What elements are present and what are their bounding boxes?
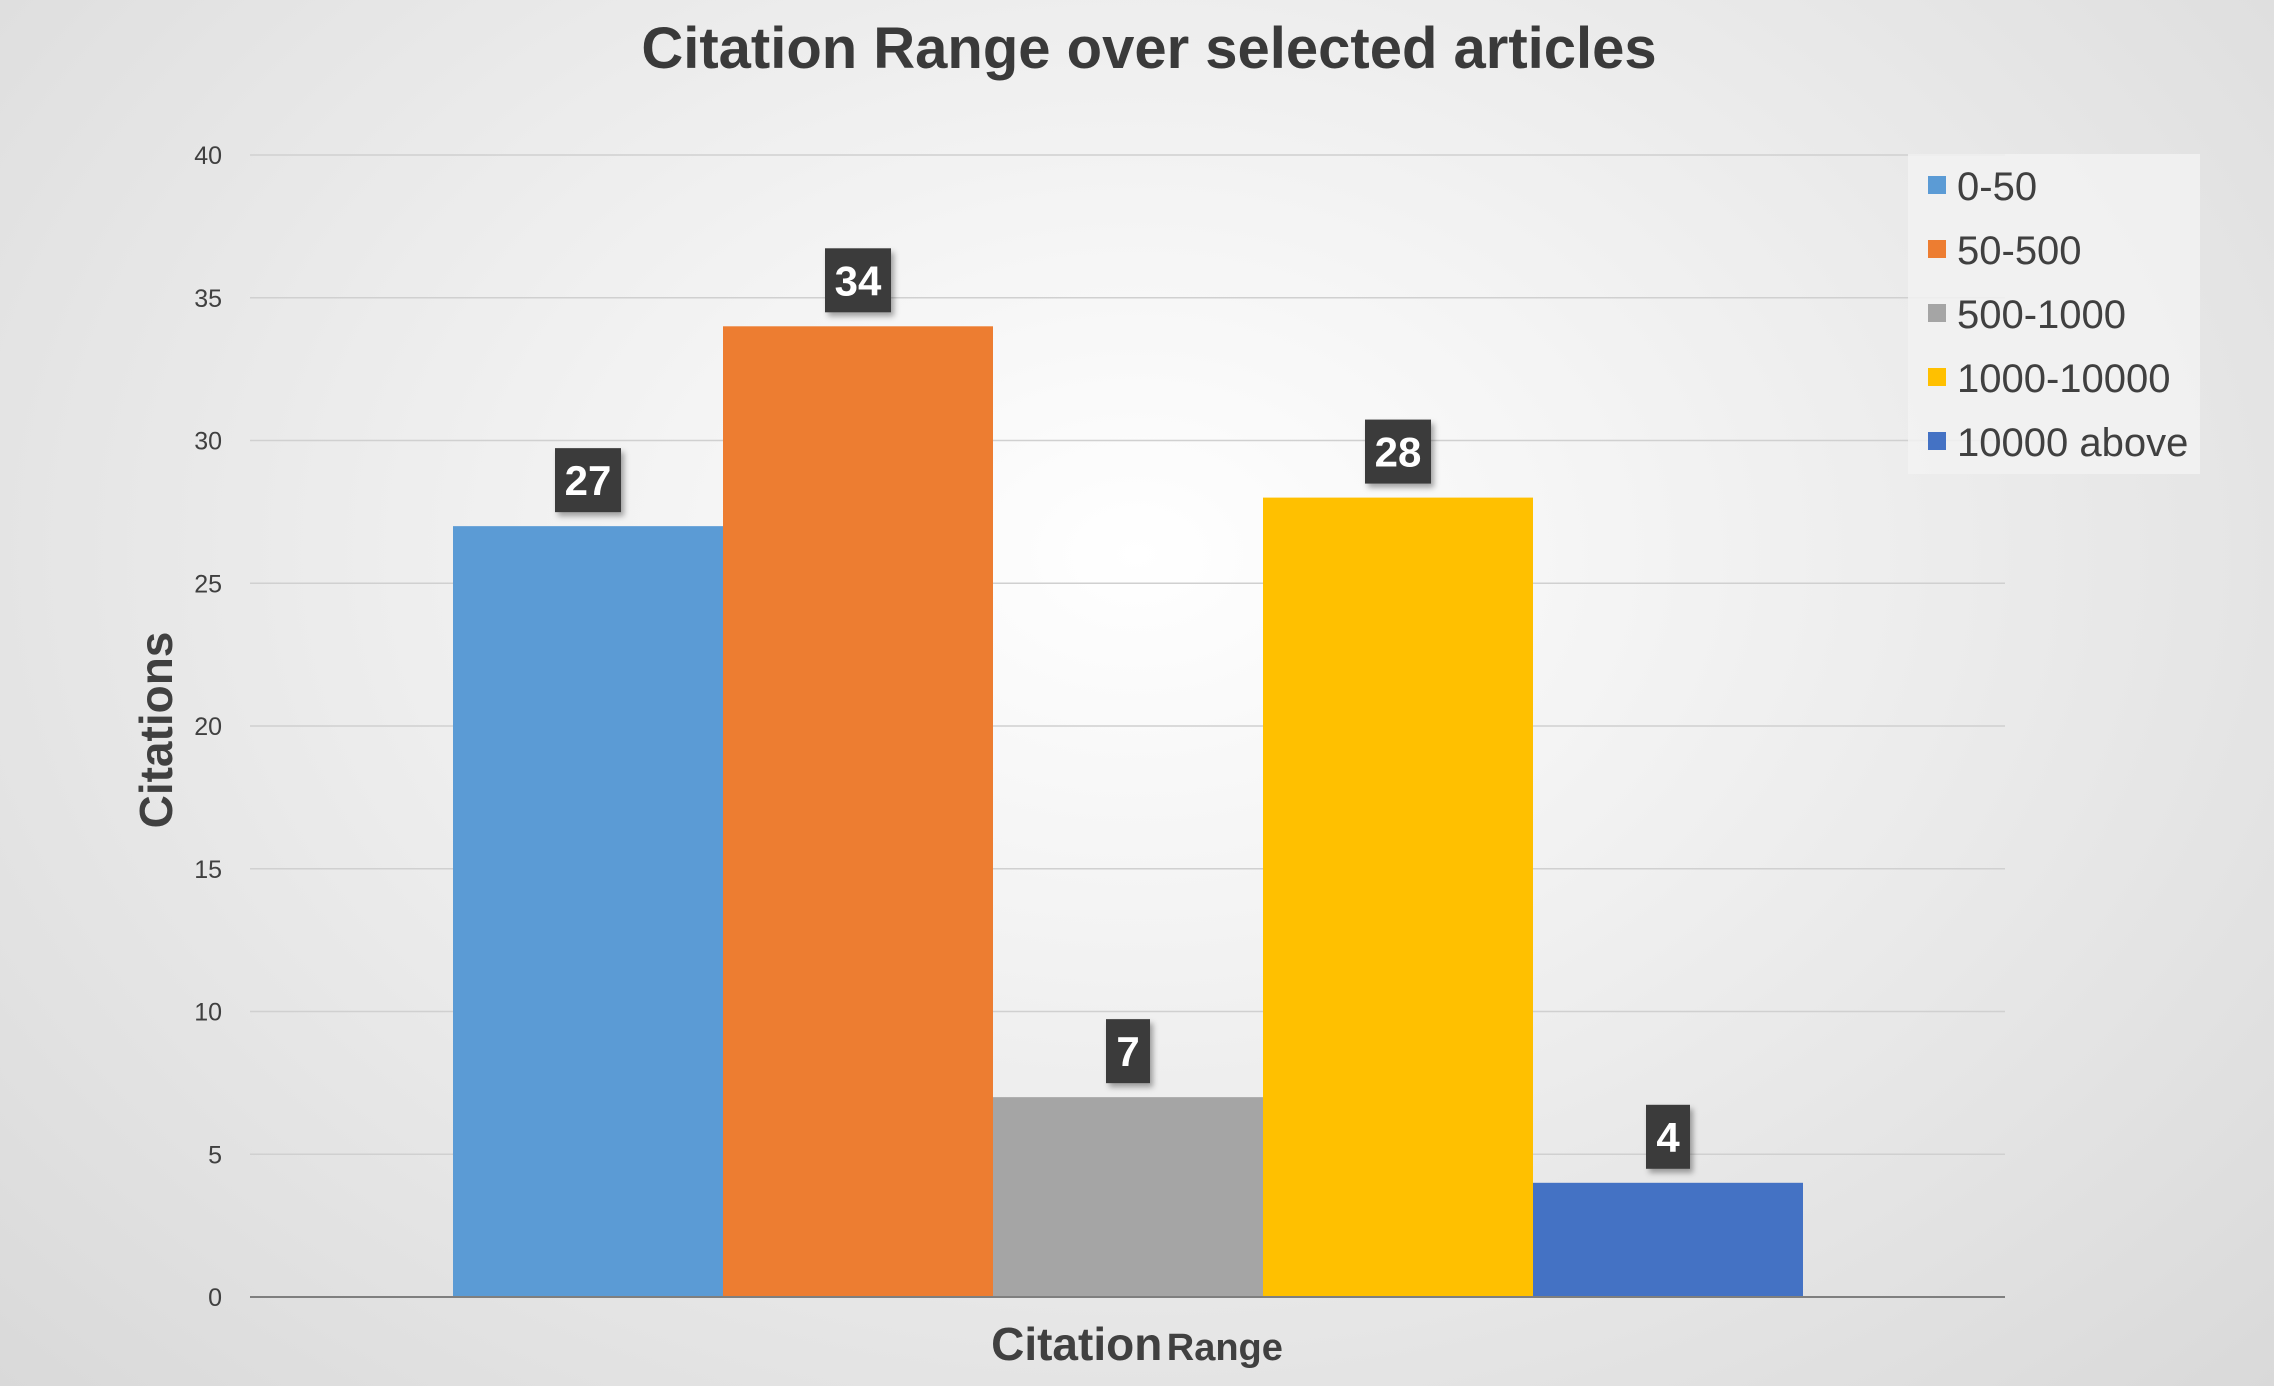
y-tick-label: 20 xyxy=(194,713,222,741)
y-axis-title: Citations xyxy=(130,632,182,829)
legend-entry: 500-1000 xyxy=(1957,293,2126,337)
legend-entry: 1000-10000 xyxy=(1957,357,2171,401)
legend-swatch xyxy=(1928,176,1946,194)
legend-swatch xyxy=(1928,368,1946,386)
y-tick-label: 10 xyxy=(194,999,222,1027)
data-label-box xyxy=(1365,419,1431,484)
bars xyxy=(453,326,1803,1298)
y-tick-label: 30 xyxy=(194,428,222,456)
data-label: 7 xyxy=(1116,1028,1139,1075)
bar-5 xyxy=(1533,1182,1803,1297)
data-label-box xyxy=(825,248,891,313)
data-label: 28 xyxy=(1375,429,1422,476)
x-axis-title-suffix: Range xyxy=(1167,1327,1283,1369)
data-label: 4 xyxy=(1656,1114,1680,1161)
y-tick-label: 35 xyxy=(194,285,222,313)
legend-entry: 0-50 xyxy=(1957,165,2037,209)
data-labels: 27 34 7 28 4 xyxy=(555,248,1690,1169)
y-tick-label: 5 xyxy=(208,1141,222,1169)
y-axis-ticks: 0 5 10 15 20 25 30 35 40 xyxy=(194,142,222,1312)
y-tick-label: 25 xyxy=(194,570,222,598)
legend-background xyxy=(1908,154,2200,474)
data-label-box xyxy=(555,448,621,513)
bar-4 xyxy=(1263,497,1533,1298)
data-label-box xyxy=(1106,1019,1150,1084)
chart-title: Citation Range over selected articles xyxy=(641,16,1656,81)
data-label: 27 xyxy=(565,457,612,504)
x-axis-title-main: Citation xyxy=(991,1318,1162,1370)
y-tick-label: 15 xyxy=(194,856,222,884)
data-label: 34 xyxy=(835,257,882,304)
y-tick-label: 0 xyxy=(208,1284,222,1312)
legend-entry: 10000 above xyxy=(1957,421,2188,465)
data-label-box xyxy=(1646,1104,1690,1169)
bar-2 xyxy=(723,326,993,1297)
bar-1 xyxy=(453,526,723,1297)
x-axis-title: Citation Range xyxy=(991,1318,1283,1370)
legend-swatch xyxy=(1928,432,1946,450)
legend-swatch xyxy=(1928,304,1946,322)
y-tick-label: 40 xyxy=(194,142,222,170)
bar-3 xyxy=(993,1097,1263,1297)
legend-swatch xyxy=(1928,240,1946,258)
legend: 0-50 50-500 500-1000 1000-10000 10000 above xyxy=(1908,154,2200,474)
legend-entry: 50-500 xyxy=(1957,229,2082,273)
